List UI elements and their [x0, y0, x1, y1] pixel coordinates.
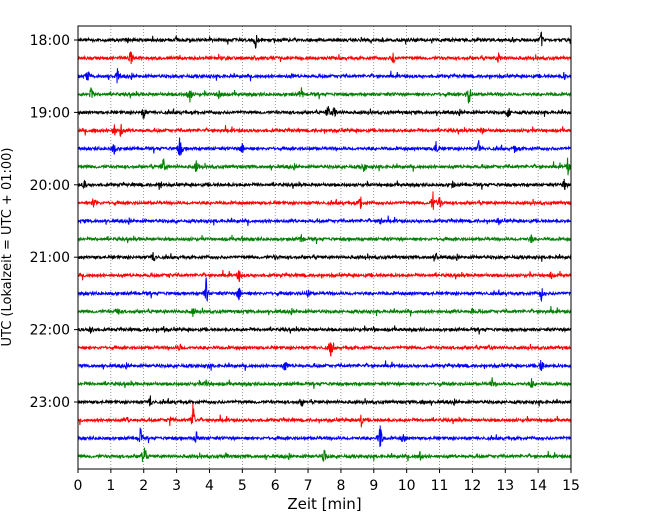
trace-row-2330 [77, 425, 572, 448]
trace-row-1930 [77, 137, 572, 156]
x-tick-label: 15 [562, 478, 580, 494]
plot-area [78, 26, 571, 469]
y-tick-label: 21:00 [30, 250, 70, 266]
trace-row-1845 [77, 87, 572, 104]
x-tick-label: 9 [369, 478, 378, 494]
trace-row-1900 [77, 105, 572, 119]
plot-frame [77, 25, 572, 470]
x-tick-label: 11 [431, 478, 449, 494]
y-axis-label: UTC (Lokalzeit = UTC + 01:00) [0, 148, 15, 347]
trace-row-2345 [77, 447, 572, 463]
trace-row-2115 [77, 269, 572, 283]
x-axis-ticks: 0 1 2 3 4 5 6 7 8 9 10 11 12 13 14 15 [74, 469, 580, 494]
x-tick-label: 1 [106, 478, 115, 494]
trace-row-2000 [77, 178, 572, 191]
trace-row-2030 [77, 215, 572, 227]
trace-row-1915 [77, 123, 572, 137]
y-tick-label: 18:00 [30, 33, 70, 49]
x-tick-label: 5 [238, 478, 247, 494]
trace-row-1800 [77, 31, 572, 49]
trace-row-2215 [77, 342, 572, 357]
y-axis-ticks: 18:00 19:00 20:00 21:00 22:00 23:00 [30, 33, 78, 411]
trace-row-2245 [77, 377, 572, 389]
trace-row-2230 [77, 359, 572, 372]
x-tick-label: 0 [74, 478, 83, 494]
y-tick-label: 20:00 [30, 178, 70, 194]
x-tick-label: 8 [336, 478, 345, 494]
y-tick-label: 19:00 [30, 105, 70, 121]
x-tick-label: 4 [205, 478, 214, 494]
trace-row-2130 [77, 277, 572, 303]
x-tick-label: 12 [463, 478, 481, 494]
trace-row-2315 [77, 403, 572, 428]
x-tick-label: 13 [496, 478, 514, 494]
x-tick-label: 3 [172, 478, 181, 494]
x-tick-label: 14 [529, 478, 547, 494]
trace-row-1830 [77, 68, 572, 84]
y-tick-label: 22:00 [30, 323, 70, 339]
trace-row-2200 [77, 325, 572, 335]
seismogram-traces [77, 31, 572, 463]
x-tick-label: 10 [398, 478, 416, 494]
trace-row-2015 [77, 191, 572, 210]
x-tick-label: 7 [304, 478, 313, 494]
trace-row-2100 [77, 252, 572, 262]
x-gridlines [110, 26, 539, 469]
trace-row-2145 [77, 306, 572, 317]
x-tick-label: 2 [139, 478, 148, 494]
trace-row-1815 [77, 51, 572, 65]
trace-row-2045 [77, 234, 572, 245]
trace-row-1945 [77, 157, 572, 176]
x-axis-label: Zeit [min] [287, 495, 361, 513]
x-tick-label: 6 [271, 478, 280, 494]
trace-row-2300 [77, 395, 572, 408]
y-tick-label: 23:00 [30, 395, 70, 411]
